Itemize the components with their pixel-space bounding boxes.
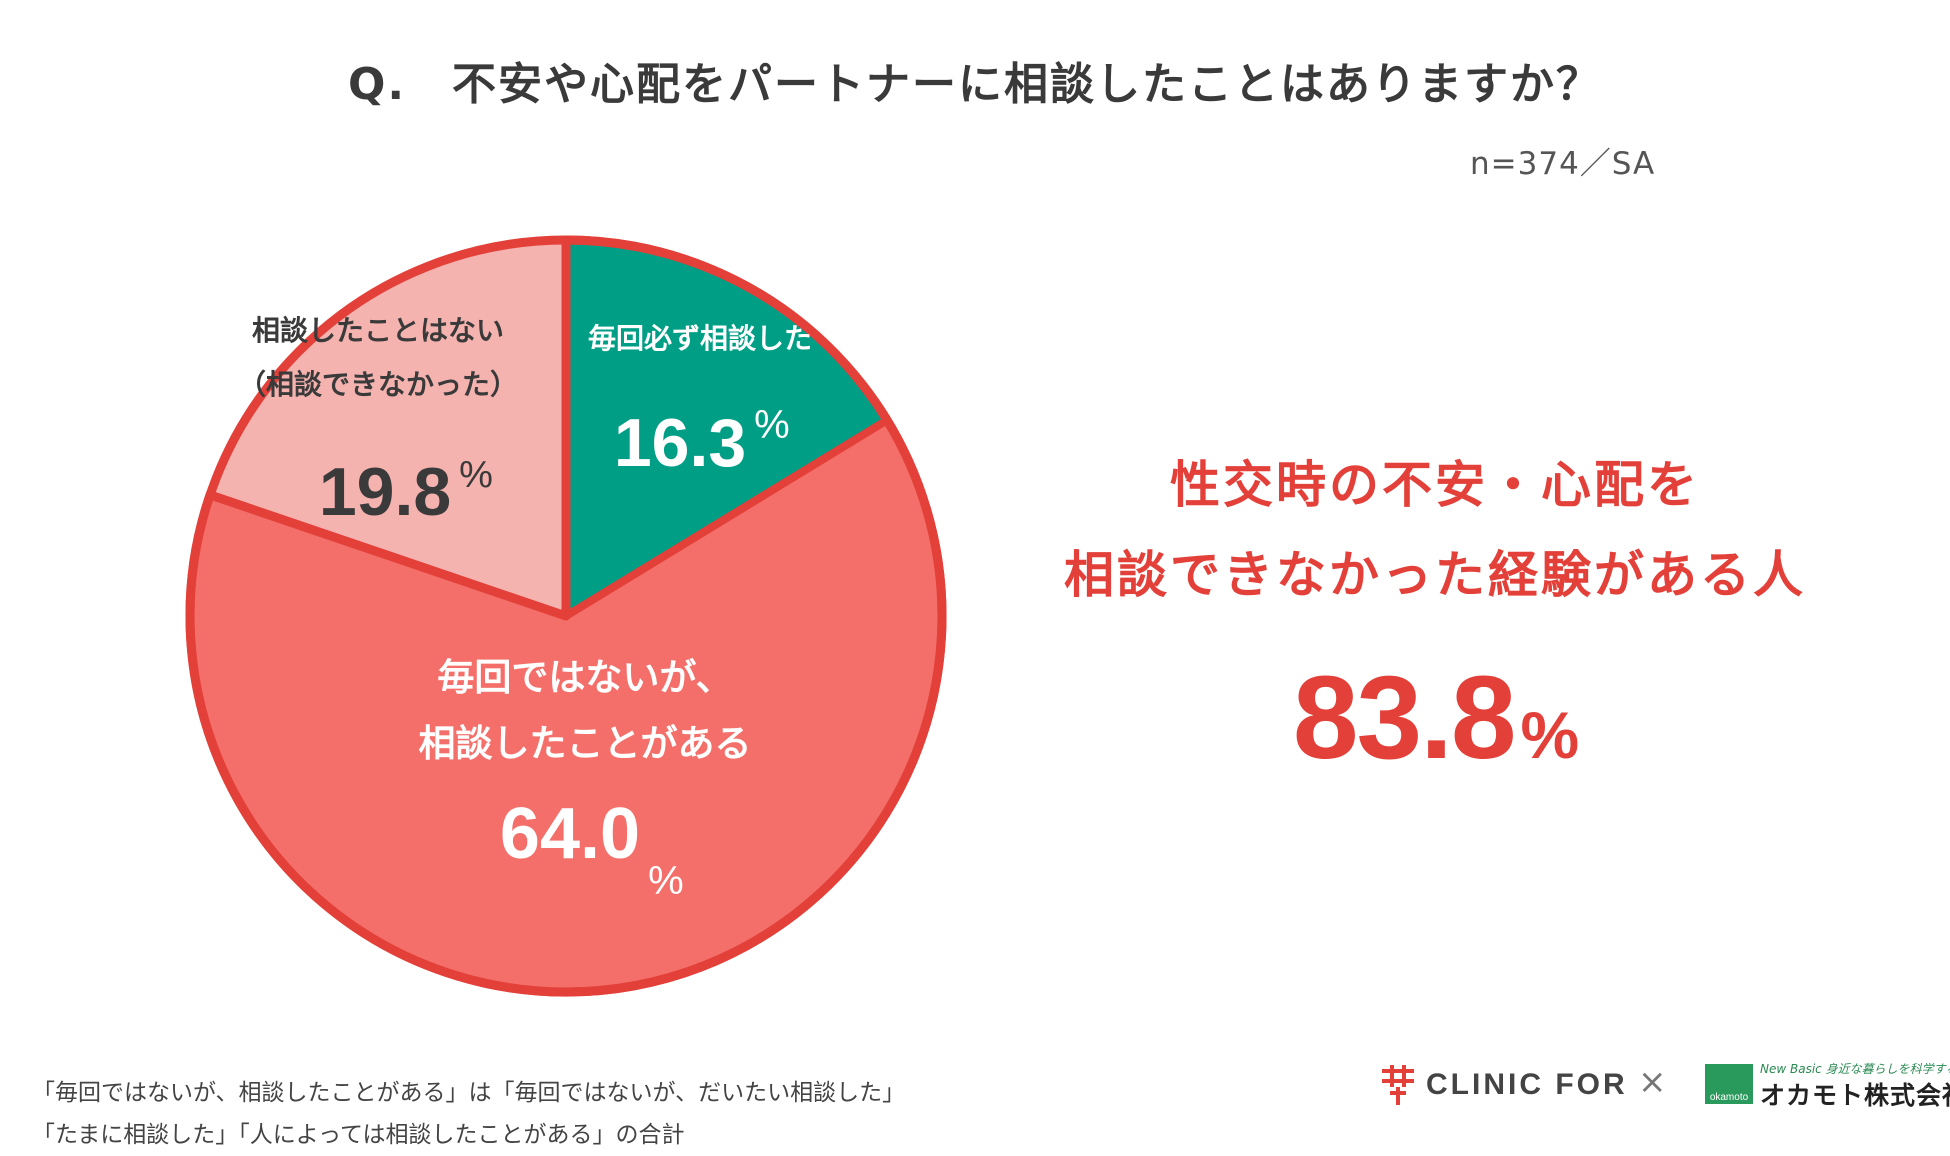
collaboration-times-sign: × [1638, 1062, 1667, 1102]
clinic-for-logo: CLINIC FOR [1380, 1065, 1628, 1105]
slice-unit-1: % [648, 859, 684, 903]
highlight-line-1: 性交時の不安・心配を [1170, 456, 1700, 514]
slice-unit-0: % [754, 403, 790, 447]
slice-value-2: 19.8 [319, 454, 451, 530]
slice-value-1: 64.0 [500, 794, 640, 874]
pie-highlight-divider [563, 416, 890, 620]
slice-label-2-line-1: （相談できなかった） [238, 368, 518, 401]
highlight-value-number: 83.8 [1292, 652, 1517, 784]
okamoto-mark-icon: okamoto [1705, 1064, 1753, 1104]
slice-label-0-line-0: 毎回必ず相談した [588, 322, 812, 355]
okamoto-company-name: オカモト株式会社 [1760, 1081, 1950, 1110]
okamoto-tagline: New Basic 身近な暮らしを科学する [1760, 1062, 1950, 1076]
highlight-line-2: 相談できなかった経験がある人 [1064, 546, 1806, 604]
highlight-value: 83.8% [1020, 650, 1850, 786]
footnote-line-2: 「たまに相談した」「人によっては相談したことがある」の合計 [32, 1122, 685, 1148]
slice-unit-2: % [459, 454, 493, 496]
footnote-line-1: 「毎回ではないが、相談したことがある」は「毎回ではないが、だいたい相談した」 [32, 1080, 906, 1106]
pie-outer-ring [185, 235, 947, 997]
okamoto-logo: okamoto New Basic 身近な暮らしを科学する オカモト株式会社 [1705, 1060, 1950, 1110]
clinic-for-text: CLINIC FOR [1426, 1068, 1628, 1101]
question-title: Q. 不安や心配をパートナーに相談したことはありますか？ [347, 59, 1603, 110]
highlight-value-unit: % [1520, 698, 1579, 772]
sample-size-note: n=374／SA [1470, 146, 1656, 182]
clinic-for-mark-icon [1382, 1065, 1414, 1105]
slice-label-1-line-1: 相談したことがある [419, 722, 752, 765]
okamoto-mark-text: okamoto [1710, 1092, 1749, 1103]
slice-value-0: 16.3 [614, 405, 746, 481]
slice-label-1-line-0: 毎回ではないが、 [437, 656, 732, 699]
slice-label-2-line-0: 相談したことはない [252, 314, 504, 347]
